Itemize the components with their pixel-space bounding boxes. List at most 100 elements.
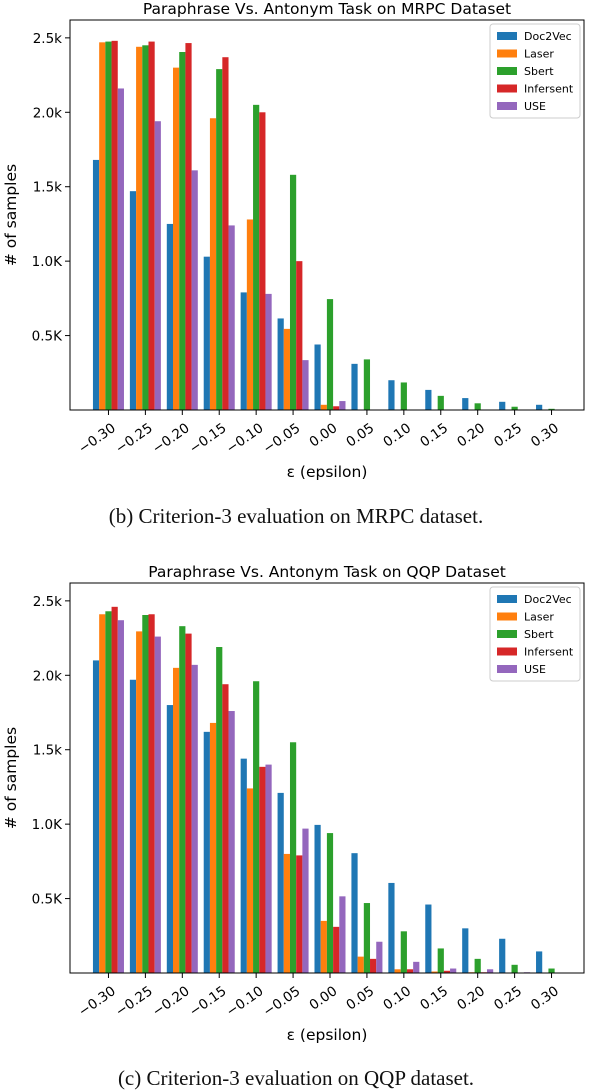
chart2-bar-doc2vec-0 bbox=[92, 660, 100, 973]
chart2-bar-laser-3 bbox=[209, 722, 217, 973]
chart1-legend-swatch-4 bbox=[497, 102, 517, 110]
chart2-legend-label-3: Infersent bbox=[524, 646, 574, 659]
chart1-xtick-label-8: 0.10 bbox=[380, 420, 414, 450]
chart2-xtick-label-1: −0.25 bbox=[113, 983, 156, 1020]
chart2-xtick-label-12: 0.30 bbox=[528, 983, 562, 1013]
chart1-legend-label-1: Laser bbox=[524, 48, 554, 61]
chart1-bar-sbert-5 bbox=[289, 174, 297, 410]
chart2-bar-infersent-1 bbox=[148, 614, 155, 973]
chart1-bar-infersent-0 bbox=[111, 40, 118, 411]
chart2-bar-use-2 bbox=[191, 664, 198, 973]
chart2-xlabel: ε (epsilon) bbox=[287, 1026, 368, 1044]
chart1-legend-swatch-2 bbox=[497, 67, 517, 75]
chart2-bar-use-0 bbox=[117, 620, 124, 973]
chart1-bar-use-4 bbox=[265, 293, 272, 410]
chart1-bar-use-3 bbox=[228, 225, 235, 410]
chart1-bar-sbert-11 bbox=[511, 406, 518, 410]
chart2-ylabel: # of samples bbox=[2, 727, 20, 829]
chart2-bar-use-3 bbox=[228, 711, 235, 973]
chart1-bar-infersent-6 bbox=[333, 406, 340, 410]
chart2-xtick-label-9: 0.15 bbox=[417, 983, 451, 1013]
chart1-bar-infersent-4 bbox=[259, 112, 266, 410]
chart1-xtick-label-10: 0.20 bbox=[454, 420, 488, 450]
chart1-bar-infersent-5 bbox=[296, 261, 303, 410]
chart1-bar-laser-0 bbox=[99, 42, 106, 410]
chart1-bar-doc2vec-4 bbox=[240, 292, 247, 410]
chart1-bar-sbert-6 bbox=[326, 299, 334, 410]
chart1-legend-label-2: Sbert bbox=[524, 65, 554, 78]
chart2-xtick-label-2: −0.20 bbox=[150, 983, 193, 1020]
chart1-bar-laser-5 bbox=[283, 328, 290, 410]
chart1-ytick-label-4: 2.5k bbox=[33, 31, 62, 47]
chart1-bar-infersent-1 bbox=[148, 41, 155, 410]
chart2-bar-laser-0 bbox=[99, 614, 106, 973]
chart2-bar-sbert-1 bbox=[142, 615, 149, 973]
chart1-legend-label-3: Infersent bbox=[524, 83, 574, 96]
chart1-legend-label-4: USE bbox=[524, 100, 546, 113]
chart1-bar-sbert-9 bbox=[437, 395, 444, 410]
chart1-bar-sbert-0 bbox=[105, 41, 112, 410]
chart1-bar-use-1 bbox=[154, 121, 161, 410]
chart1-bar-doc2vec-2 bbox=[166, 223, 173, 410]
caption-qqp: (c) Criterion-3 evaluation on QQP datase… bbox=[117, 1066, 475, 1090]
chart2-ytick-label-0: 0.5K bbox=[32, 892, 63, 908]
chart2-bar-sbert-10 bbox=[474, 958, 481, 973]
chart1-bar-laser-4 bbox=[246, 219, 254, 410]
chart2-bar-doc2vec-11 bbox=[499, 938, 506, 973]
chart2-ytick-label-3: 2.0k bbox=[33, 668, 62, 684]
chart1-bar-doc2vec-11 bbox=[499, 401, 506, 410]
chart1-bar-infersent-2 bbox=[185, 43, 192, 410]
chart2-xtick-label-4: −0.10 bbox=[223, 983, 266, 1020]
chart1-bar-sbert-10 bbox=[474, 403, 481, 410]
chart1-legend-box bbox=[489, 23, 581, 119]
chart2-bar-sbert-0 bbox=[105, 611, 112, 973]
chart2-xtick-label-6: 0.00 bbox=[306, 983, 340, 1013]
chart2-ytick-label-4: 2.5k bbox=[33, 594, 62, 610]
chart1-bar-laser-2 bbox=[173, 67, 180, 410]
chart2-legend-label-0: Doc2Vec bbox=[524, 593, 572, 606]
chart2-bar-use-7 bbox=[376, 941, 383, 973]
chart2-legend-label-4: USE bbox=[524, 663, 546, 676]
chart1-bar-laser-1 bbox=[136, 46, 143, 410]
chart1-xtick-label-6: 0.00 bbox=[306, 420, 340, 450]
chart2-bar-infersent-0 bbox=[111, 606, 118, 973]
chart1-legend-swatch-0 bbox=[497, 32, 517, 40]
chart1-legend-swatch-1 bbox=[497, 49, 517, 58]
chart1-bar-doc2vec-3 bbox=[203, 256, 210, 410]
chart1-bar-use-2 bbox=[191, 170, 198, 410]
chart2-bar-sbert-6 bbox=[326, 833, 334, 973]
chart1-xtick-label-3: −0.15 bbox=[186, 420, 229, 457]
chart2-bar-infersent-9 bbox=[443, 970, 451, 973]
chart1-bar-use-0 bbox=[117, 88, 124, 410]
chart2-bar-doc2vec-6 bbox=[314, 824, 321, 973]
chart1-legend-swatch-3 bbox=[497, 84, 517, 93]
chart2-ytick-label-2: 1.5k bbox=[33, 743, 62, 759]
chart2-xtick-label-10: 0.20 bbox=[454, 983, 488, 1013]
chart1-bar-sbert-8 bbox=[400, 382, 407, 410]
chart2-legend-swatch-1 bbox=[497, 612, 517, 621]
chart2-bar-doc2vec-5 bbox=[277, 792, 284, 973]
chart2-title: Paraphrase Vs. Antonym Task on QQP Datas… bbox=[148, 563, 506, 581]
chart2-legend-label-1: Laser bbox=[524, 611, 554, 624]
chart2-bar-laser-2 bbox=[173, 667, 180, 973]
chart1-bar-doc2vec-12 bbox=[536, 404, 543, 410]
chart2-xtick-label-5: −0.05 bbox=[260, 983, 303, 1020]
chart2-xtick-label-11: 0.25 bbox=[491, 983, 525, 1013]
chart1-bar-sbert-7 bbox=[363, 359, 371, 410]
chart1-plot-frame bbox=[69, 19, 585, 411]
chart1-xtick-label-2: −0.20 bbox=[150, 420, 193, 457]
chart2-xtick-label-3: −0.15 bbox=[186, 983, 229, 1020]
chart2-ytick-label-1: 1.0K bbox=[32, 817, 63, 833]
chart1-bar-sbert-2 bbox=[179, 52, 186, 410]
chart2-bar-sbert-7 bbox=[363, 903, 371, 973]
chart1-bar-use-6 bbox=[339, 401, 346, 410]
chart1-bar-sbert-1 bbox=[142, 45, 149, 411]
chart1-ylabel: # of samples bbox=[2, 164, 20, 266]
chart1-xtick-label-11: 0.25 bbox=[491, 420, 525, 450]
chart2-bar-doc2vec-3 bbox=[203, 731, 210, 973]
chart2-bar-laser-8 bbox=[394, 969, 401, 973]
chart1-bar-sbert-4 bbox=[253, 104, 260, 410]
chart2-legend-swatch-0 bbox=[497, 595, 517, 603]
chart2-bar-laser-1 bbox=[136, 631, 143, 973]
